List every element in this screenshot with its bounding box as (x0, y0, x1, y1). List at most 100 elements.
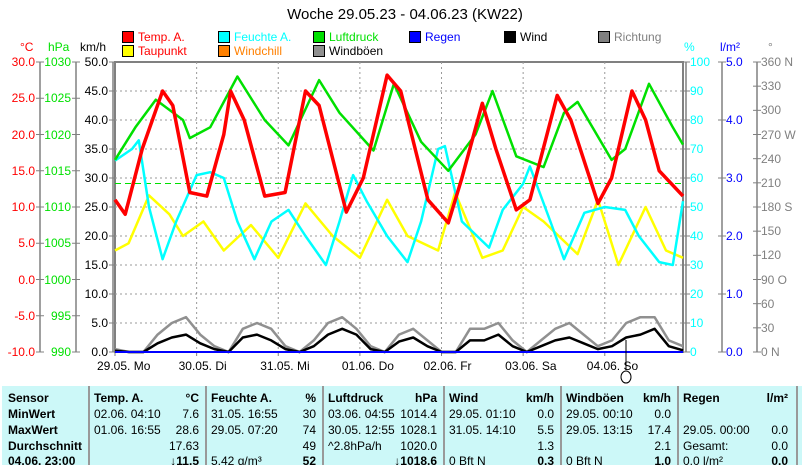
legend-swatch (122, 31, 134, 43)
table-cell-value: ↓1018.6 (394, 454, 437, 465)
legend-item: Luftdruck (313, 30, 378, 44)
tick-label-hpa: 1000 (44, 272, 71, 287)
table-row-label: MaxWert (8, 423, 58, 437)
tick-label-rain: 1.0 (726, 287, 743, 301)
table-cell-detail: 5.42 g/m³ (211, 454, 262, 465)
tick-label-percent: 30 (690, 258, 704, 272)
table-header: Wind (449, 391, 479, 405)
tick-label-kmh: 30.0 (84, 171, 108, 185)
table-cell-value: 1014.4 (400, 407, 437, 421)
axis-unit-dir: ° (768, 40, 773, 54)
table-header: Temp. A. (94, 391, 144, 405)
tick-label-dir: 150 (761, 224, 782, 239)
legend-item: Regen (409, 30, 460, 44)
table-cell-value: 1028.1 (400, 423, 437, 437)
day-label: 31.05. Mi (260, 359, 310, 373)
table-row-label: 04.06. 23:00 (8, 454, 76, 465)
legend-label: Luftdruck (329, 30, 379, 44)
tick-label-celsius: -10.0 (7, 345, 35, 359)
table-header: Feuchte A. (211, 391, 272, 405)
legend-label: Regen (425, 30, 461, 44)
table-cell-detail: 29.05. 07:20 (211, 423, 278, 437)
table-cell-detail: 30.05. 12:55 (328, 423, 395, 437)
day-label: 29.05. Mo (97, 359, 151, 373)
table-cell-value: 28.6 (175, 423, 199, 437)
tick-label-kmh: 5.0 (91, 316, 108, 330)
tick-label-rain: 0.0 (726, 345, 743, 359)
tick-label-percent: 60 (690, 171, 704, 185)
table-row-label: Durchschnitt (8, 439, 83, 453)
legend-swatch (122, 45, 134, 57)
tick-label-kmh: 45.0 (84, 84, 108, 98)
tick-label-percent: 70 (690, 142, 704, 156)
tick-label-hpa: 1030 (44, 55, 71, 69)
table-cell-value: 1.0 (654, 454, 671, 465)
table-cell-detail: 01.06. 16:55 (94, 423, 161, 437)
legend-swatch (218, 45, 230, 57)
tick-label-dir: 300 (761, 103, 782, 118)
tick-label-dir: 30 (761, 320, 775, 335)
legend-label: Taupunkt (138, 44, 187, 58)
table-cell-detail: 0 Bft N (449, 454, 486, 465)
tick-label-kmh: 25.0 (84, 200, 108, 214)
table-cell-value: 52 (302, 454, 316, 465)
table-cell-detail: Gesamt: (683, 439, 729, 453)
tick-label-dir: 210 (761, 175, 782, 190)
legend-label: Temp. A. (138, 30, 185, 44)
legend-item: Feuchte A. (218, 30, 291, 44)
table-cell-detail: ^2.8hPa/h (328, 439, 382, 453)
table-header-unit: l/m² (766, 391, 788, 405)
day-label: 30.05. Di (178, 359, 227, 373)
tick-label-percent: 100 (690, 55, 711, 69)
tick-label-hpa: 1015 (44, 163, 71, 178)
axis-unit-kmh: km/h (80, 40, 107, 54)
tick-label-kmh: 35.0 (84, 142, 108, 156)
legend-swatch (598, 31, 610, 43)
tick-label-dir: 0 N (761, 345, 780, 359)
tick-label-rain: 3.0 (726, 171, 743, 185)
tick-label-celsius: 10.0 (11, 200, 35, 214)
axis-unit-rain: l/m² (720, 40, 740, 54)
column-divider (796, 386, 798, 465)
table-header: Sensor (8, 391, 49, 405)
table-cell-value: 30 (302, 407, 316, 421)
legend-item: Richtung (598, 30, 661, 44)
table-cell-value: 1.3 (537, 439, 554, 453)
legend-swatch (218, 31, 230, 43)
tick-label-dir: 270 W (761, 127, 796, 142)
legend-item: Windchill (218, 44, 282, 58)
tick-label-rain: 2.0 (726, 229, 743, 243)
column-divider (677, 386, 679, 465)
series-line-wind (114, 327, 684, 354)
table-cell-detail: 0 Bft N (566, 454, 603, 465)
plot-area (36, 61, 761, 384)
table-cell-value: 7.6 (182, 407, 199, 421)
tick-label-kmh: 10.0 (84, 287, 108, 301)
table-header: Luftdruck (328, 391, 384, 405)
column-divider (322, 386, 324, 465)
table-cell-value: 49 (302, 439, 316, 453)
legend-item: Wind (504, 30, 547, 44)
tick-label-celsius: 30.0 (11, 55, 35, 69)
table-cell-value: 2.1 (654, 439, 671, 453)
table-header: Windböen (566, 391, 624, 405)
table-cell-value: 0.0 (771, 423, 788, 437)
table-header-unit: km/h (642, 391, 671, 405)
column-divider (443, 386, 445, 465)
tick-label-celsius: 25.0 (11, 91, 35, 106)
table-cell-detail: 29.05. 01:10 (449, 407, 516, 421)
tick-label-percent: 0 (690, 345, 697, 359)
legend-swatch (313, 31, 325, 43)
tick-label-hpa: 995 (50, 308, 71, 323)
series-line-temp-a- (113, 73, 685, 225)
table-header-unit: % (305, 391, 316, 405)
legend-label: Richtung (614, 30, 662, 44)
table-cell-value: 0.0 (771, 454, 788, 465)
tick-label-dir: 180 S (761, 200, 793, 214)
axis-unit-percent: % (684, 40, 695, 54)
table-cell-value: 5.5 (537, 423, 554, 437)
table-header-unit: km/h (525, 391, 554, 405)
day-label: 02.06. Fr (423, 359, 472, 373)
tick-label-percent: 90 (690, 84, 704, 98)
legend-label: Feuchte A. (234, 30, 292, 44)
